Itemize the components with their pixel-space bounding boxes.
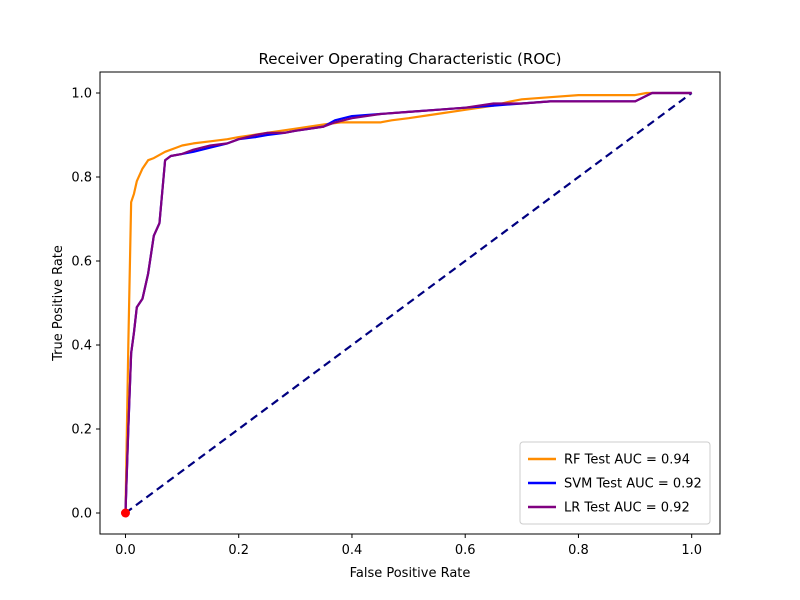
y-tick-label: 1.0 bbox=[71, 87, 92, 102]
x-tick-label: 0.6 bbox=[455, 543, 476, 558]
x-tick-label: 1.0 bbox=[681, 543, 702, 558]
legend-entry: LR Test AUC = 0.92 bbox=[564, 501, 690, 516]
y-tick-label: 0.6 bbox=[71, 255, 92, 270]
x-tick-label: 0.8 bbox=[568, 543, 589, 558]
y-tick-label: 0.2 bbox=[71, 423, 92, 438]
x-axis-label: False Positive Rate bbox=[350, 566, 471, 581]
legend: RF Test AUC = 0.94 SVM Test AUC = 0.92 LR … bbox=[519, 441, 711, 525]
legend-entry: SVM Test AUC = 0.92 bbox=[564, 477, 702, 492]
chart-title: Receiver Operating Characteristic (ROC) bbox=[259, 50, 562, 68]
chance-diagonal-line bbox=[124, 92, 693, 514]
y-axis-label: True Positive Rate bbox=[51, 245, 66, 362]
x-tick-label: 0.2 bbox=[228, 543, 249, 558]
y-tick-label: 0.8 bbox=[71, 171, 92, 186]
x-tick-label: 0.4 bbox=[342, 543, 363, 558]
origin-point bbox=[120, 508, 130, 518]
legend-entry: RF Test AUC = 0.94 bbox=[564, 453, 690, 468]
y-axis-ticks: 0.0 0.2 0.4 0.6 0.8 1.0 bbox=[71, 87, 100, 522]
plot-area bbox=[99, 71, 721, 535]
plot-frame bbox=[99, 71, 721, 535]
x-tick-label: 0.0 bbox=[115, 543, 136, 558]
y-tick-label: 0.4 bbox=[71, 339, 92, 354]
x-axis-ticks: 0.0 0.2 0.4 0.6 0.8 1.0 bbox=[115, 534, 702, 558]
y-tick-label: 0.0 bbox=[71, 507, 92, 522]
rf-roc-line bbox=[124, 91, 692, 514]
lr-roc-line bbox=[124, 91, 692, 514]
legend-box bbox=[519, 441, 711, 525]
